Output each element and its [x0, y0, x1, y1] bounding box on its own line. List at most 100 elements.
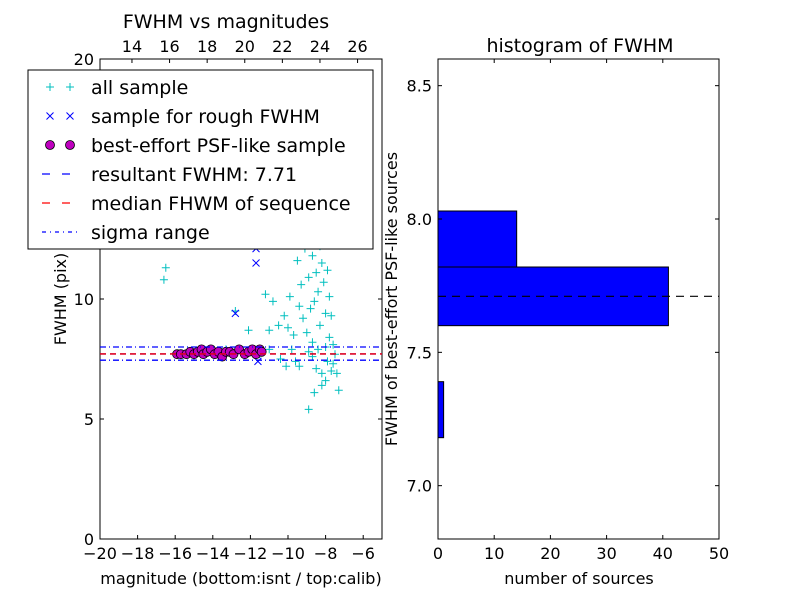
- all-sample-point: [323, 357, 332, 366]
- all-sample-point: [291, 357, 300, 366]
- all-sample-point: [327, 311, 336, 320]
- all-sample-point: [265, 326, 274, 335]
- histogram-data-layer: [437, 210, 719, 439]
- all-sample-point: [293, 256, 302, 265]
- legend-marker-x: [66, 112, 74, 120]
- hist-x-tick-label: 40: [653, 544, 673, 563]
- all-sample-point: [297, 280, 306, 289]
- x-tick-label: −20: [83, 544, 117, 563]
- top-tick-label: 24: [310, 37, 330, 56]
- scatter-panel: −20 −18 −16 −14 −12 −10 −8 −6 0 5 10 20 14 16 18 20 22 24…: [27, 11, 383, 588]
- histogram-title: histogram of FWHM: [486, 35, 673, 57]
- x-tick-label: −18: [121, 544, 155, 563]
- top-tick-label: 22: [272, 37, 292, 56]
- hist-x-tick-label: 0: [433, 544, 443, 563]
- histogram-bar: [437, 210, 518, 268]
- all-sample-point: [268, 297, 277, 306]
- top-tick-label: 26: [347, 37, 367, 56]
- top-tick-label: 20: [235, 37, 255, 56]
- x-tick-label: −10: [271, 544, 305, 563]
- all-sample-point: [319, 278, 328, 287]
- hist-x-tick-label: 10: [484, 544, 504, 563]
- legend-label: all sample: [91, 77, 188, 99]
- all-sample-point: [304, 405, 313, 414]
- hist-x-tick-label: 20: [540, 544, 560, 563]
- all-sample-point: [327, 367, 336, 375]
- scatter-axes: −20 −18 −16 −14 −12 −10 −8 −6 0 5 10 20 14 16 18 20 22 24…: [74, 37, 382, 563]
- all-sample-point: [289, 331, 298, 339]
- legend-label: sigma range: [91, 222, 210, 244]
- all-sample-point: [329, 359, 338, 368]
- rough-sample-point: [252, 259, 260, 267]
- all-sample-point: [321, 309, 330, 318]
- all-sample-point: [315, 321, 324, 330]
- hist-y-tick-label: 8.5: [407, 77, 432, 96]
- scatter-y-axis-label: FWHM (pix): [51, 253, 70, 346]
- x-tick-label: −6: [351, 544, 375, 563]
- all-sample-point: [325, 333, 334, 342]
- all-sample-point: [299, 314, 308, 323]
- all-sample-point: [321, 376, 330, 385]
- top-tick-label: 16: [159, 37, 179, 56]
- histogram-bar: [437, 381, 445, 439]
- x-tick-label: −14: [196, 544, 230, 563]
- all-sample-point: [317, 381, 326, 390]
- all-sample-point: [304, 347, 313, 356]
- hist-y-tick-label: 8.0: [407, 210, 432, 229]
- all-sample-point: [159, 275, 168, 284]
- top-tick-label: 14: [122, 37, 142, 56]
- histogram-y-axis-label: FWHM of best-effort PSF-like sources: [382, 152, 401, 446]
- y-tick-label: 5: [84, 410, 94, 429]
- legend-marker-circle: [65, 140, 75, 150]
- legend-marker-circle: [45, 140, 55, 150]
- all-sample-point: [317, 369, 326, 378]
- hist-x-tick-label: 30: [596, 544, 616, 563]
- all-sample-point: [304, 273, 313, 282]
- all-sample-point: [325, 292, 334, 301]
- scatter-x-axis-label: magnitude (bottom:isnt / top:calib): [100, 569, 381, 588]
- all-sample-point: [285, 292, 294, 301]
- all-sample-point: [329, 340, 338, 349]
- all-sample-point: [312, 364, 321, 373]
- all-sample-point: [280, 311, 289, 320]
- reference-lines: [100, 346, 382, 361]
- all-sample-point: [284, 323, 292, 332]
- legend: all sample sample for rough FWHM best-effo…: [27, 69, 374, 250]
- all-sample-point: [295, 302, 304, 311]
- legend-items: all sample sample for rough FWHM best-effo…: [42, 77, 351, 244]
- all-sample-point: [261, 290, 270, 299]
- all-sample-point: [302, 328, 311, 337]
- x-tick-label: −16: [158, 544, 192, 563]
- y-tick-label: 10: [74, 290, 94, 309]
- histogram-panel: 0 10 20 30 40 50 7.0 7.5 8.0 8.5 histogram of FWH…: [382, 35, 729, 588]
- all-sample-point: [295, 362, 304, 371]
- hist-y-tick-label: 7.0: [407, 477, 432, 496]
- all-sample-point: [306, 304, 315, 313]
- y-tick-label: 0: [84, 530, 94, 549]
- histogram-x-axis-label: number of sources: [504, 569, 654, 588]
- all-sample-point: [314, 287, 323, 296]
- legend-marker-plus: [66, 83, 74, 91]
- legend-label: sample for rough FWHM: [91, 106, 320, 128]
- all-sample-point: [161, 263, 170, 272]
- scatter-title: FWHM vs magnitudes: [123, 11, 329, 33]
- all-sample-point: [274, 321, 283, 330]
- all-sample-point: [317, 259, 326, 267]
- legend-label: best-effort PSF-like sample: [91, 135, 346, 157]
- y-tick-label: 20: [74, 50, 94, 69]
- x-tick-label: −12: [234, 544, 268, 563]
- all-sample-point: [282, 362, 291, 371]
- all-sample-point: [308, 251, 317, 260]
- all-sample-point: [244, 326, 253, 335]
- all-sample-point: [334, 386, 343, 395]
- all-sample-point: [332, 369, 341, 378]
- hist-x-tick-label: 50: [709, 544, 729, 563]
- histogram-axes: 0 10 20 30 40 50 7.0 7.5 8.0 8.5: [407, 59, 729, 563]
- x-tick-label: −8: [314, 544, 338, 563]
- all-sample-point: [308, 338, 317, 347]
- hist-y-tick-label: 7.5: [407, 343, 432, 362]
- top-tick-label: 18: [197, 37, 217, 56]
- legend-marker-x: [46, 112, 54, 120]
- legend-label: median FHWM of sequence: [91, 193, 351, 215]
